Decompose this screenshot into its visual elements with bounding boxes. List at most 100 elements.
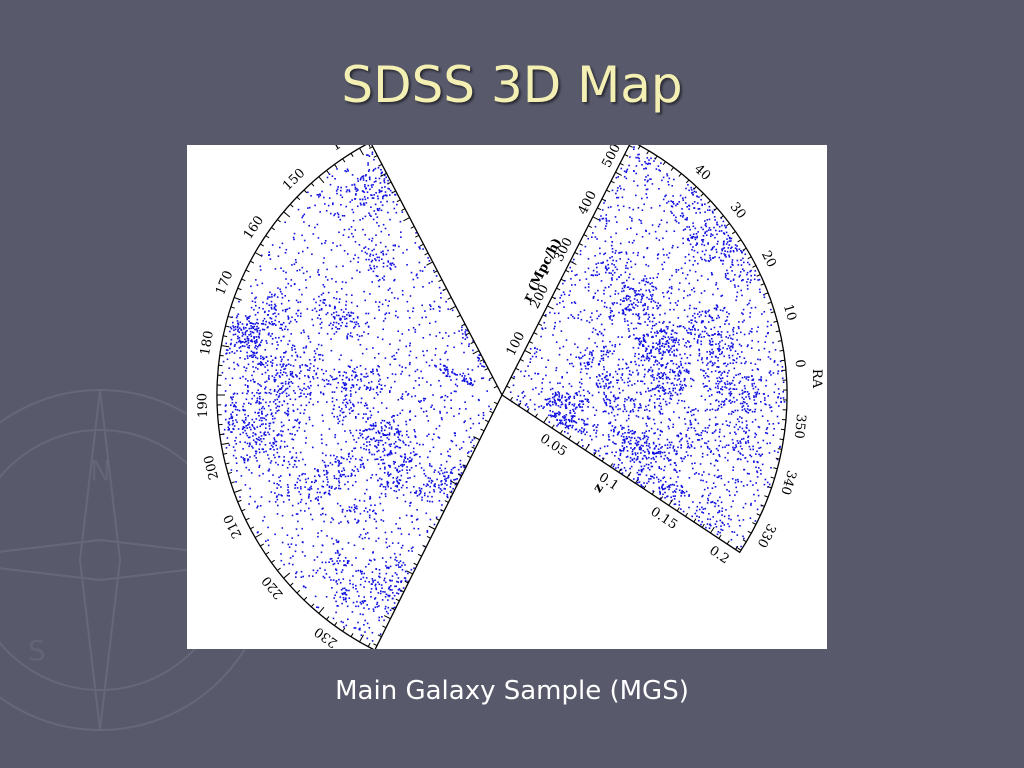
galaxy-point	[482, 412, 485, 414]
galaxy-point	[312, 324, 315, 327]
galaxy-point	[366, 191, 369, 193]
galaxy-point	[277, 287, 279, 289]
galaxy-point	[270, 444, 273, 447]
galaxy-point	[266, 302, 268, 305]
galaxy-point	[479, 354, 481, 356]
galaxy-point	[342, 467, 345, 470]
galaxy-point	[285, 388, 287, 390]
galaxy-point	[381, 599, 384, 601]
galaxy-point	[385, 572, 388, 575]
galaxy-point	[287, 315, 289, 318]
galaxy-point	[328, 324, 331, 327]
galaxy-point	[313, 356, 316, 358]
galaxy-point	[263, 311, 266, 314]
galaxy-point	[599, 375, 601, 377]
galaxy-point	[270, 491, 273, 493]
galaxy-point	[268, 391, 271, 394]
galaxy-point	[350, 432, 352, 434]
galaxy-point	[343, 587, 346, 590]
galaxy-point	[237, 313, 240, 315]
galaxy-point	[247, 415, 249, 417]
galaxy-point	[376, 208, 379, 210]
galaxy-point	[402, 293, 404, 296]
galaxy-point	[420, 370, 422, 373]
galaxy-point	[397, 482, 399, 484]
galaxy-point	[376, 458, 378, 460]
galaxy-point	[399, 566, 402, 568]
galaxy-point	[405, 461, 407, 463]
galaxy-point	[736, 339, 738, 341]
galaxy-point	[387, 464, 390, 467]
galaxy-point	[265, 427, 267, 429]
galaxy-point	[590, 351, 593, 354]
galaxy-point	[652, 314, 654, 317]
galaxy-point	[369, 178, 371, 181]
galaxy-point	[231, 416, 234, 418]
galaxy-point	[754, 432, 756, 435]
galaxy-point	[662, 373, 664, 375]
galaxy-point	[446, 471, 448, 473]
galaxy-point	[549, 388, 552, 391]
galaxy-point	[540, 335, 542, 338]
galaxy-point	[660, 328, 662, 330]
galaxy-point	[391, 542, 394, 544]
galaxy-point	[646, 324, 649, 326]
galaxy-point	[368, 449, 370, 451]
galaxy-point	[283, 368, 285, 370]
galaxy-point	[286, 374, 288, 377]
galaxy-point	[664, 491, 666, 494]
galaxy-point	[741, 396, 744, 399]
galaxy-point	[319, 491, 321, 494]
galaxy-point	[313, 559, 316, 561]
galaxy-point	[345, 293, 348, 296]
galaxy-point	[677, 435, 680, 438]
galaxy-point	[289, 557, 292, 559]
galaxy-point	[401, 398, 404, 400]
galaxy-point	[295, 528, 298, 530]
galaxy-point	[387, 211, 389, 214]
galaxy-point	[378, 189, 381, 191]
galaxy-point	[226, 358, 229, 361]
galaxy-point	[674, 374, 677, 377]
galaxy-point	[276, 498, 279, 501]
galaxy-point	[563, 293, 566, 296]
galaxy-point	[391, 355, 393, 358]
galaxy-point	[551, 415, 554, 417]
galaxy-point	[263, 432, 265, 435]
galaxy-point	[346, 510, 348, 512]
galaxy-point	[552, 334, 554, 336]
galaxy-point	[378, 583, 381, 585]
galaxy-point	[336, 192, 338, 195]
galaxy-point	[641, 293, 644, 295]
galaxy-point	[352, 235, 354, 238]
galaxy-point	[381, 338, 384, 341]
galaxy-point	[728, 490, 730, 493]
galaxy-point	[637, 322, 639, 325]
galaxy-point	[265, 423, 267, 425]
galaxy-point	[663, 320, 665, 323]
galaxy-point	[473, 380, 476, 383]
galaxy-point	[454, 373, 456, 375]
galaxy-point	[364, 184, 366, 186]
galaxy-point	[676, 485, 679, 487]
galaxy-point	[303, 393, 305, 395]
galaxy-point	[622, 439, 624, 441]
galaxy-point	[669, 308, 671, 311]
galaxy-point	[350, 395, 352, 397]
galaxy-point	[394, 380, 396, 383]
galaxy-point	[686, 440, 689, 443]
galaxy-point	[291, 375, 294, 377]
galaxy-point	[276, 448, 279, 450]
galaxy-point	[380, 209, 383, 212]
galaxy-point	[378, 619, 380, 622]
galaxy-point	[314, 498, 317, 500]
galaxy-point	[669, 302, 672, 304]
galaxy-point	[725, 387, 728, 389]
galaxy-point	[608, 272, 611, 274]
galaxy-point	[298, 426, 300, 429]
galaxy-point	[687, 442, 689, 445]
galaxy-point	[339, 244, 342, 247]
galaxy-point	[317, 271, 319, 273]
galaxy-point	[650, 366, 652, 369]
galaxy-point	[551, 396, 554, 399]
